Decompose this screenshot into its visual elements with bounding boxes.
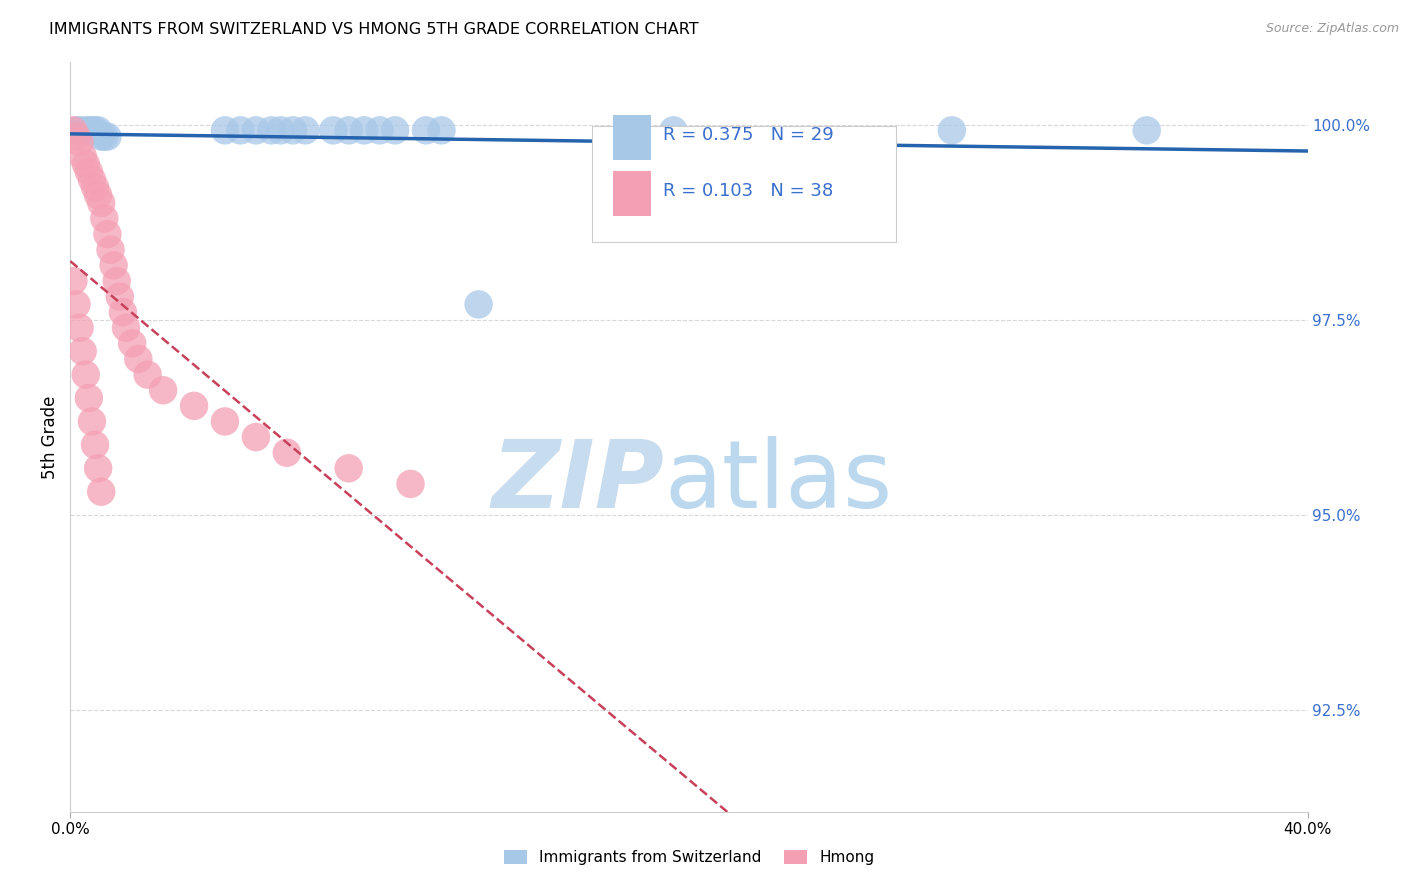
Point — [87, 461, 110, 475]
Point — [214, 415, 236, 429]
Point — [245, 123, 267, 137]
Point — [75, 123, 97, 137]
Point — [69, 321, 91, 335]
FancyBboxPatch shape — [613, 171, 651, 216]
Point — [69, 135, 91, 149]
Point — [281, 123, 304, 137]
Point — [399, 477, 422, 491]
Point — [229, 123, 252, 137]
Point — [111, 305, 134, 319]
Point — [368, 123, 391, 137]
Point — [90, 129, 112, 144]
Point — [72, 344, 94, 359]
Point — [662, 123, 685, 137]
Point — [80, 123, 103, 137]
Point — [337, 461, 360, 475]
Point — [65, 123, 87, 137]
Point — [337, 123, 360, 137]
Point — [136, 368, 159, 382]
Point — [84, 180, 107, 194]
Point — [84, 438, 107, 452]
Point — [93, 211, 115, 226]
Point — [75, 157, 97, 171]
Point — [322, 123, 344, 137]
Point — [152, 384, 174, 398]
Point — [72, 149, 94, 163]
Point — [430, 123, 453, 137]
Point — [65, 297, 87, 311]
FancyBboxPatch shape — [613, 115, 651, 160]
Text: IMMIGRANTS FROM SWITZERLAND VS HMONG 5TH GRADE CORRELATION CHART: IMMIGRANTS FROM SWITZERLAND VS HMONG 5TH… — [49, 22, 699, 37]
Point — [87, 188, 110, 202]
Point — [941, 123, 963, 137]
Point — [1136, 123, 1159, 137]
Y-axis label: 5th Grade: 5th Grade — [41, 395, 59, 479]
Point — [96, 129, 118, 144]
Point — [121, 336, 143, 351]
Point — [384, 123, 406, 137]
Point — [214, 123, 236, 137]
Point — [103, 259, 125, 273]
Point — [62, 123, 84, 137]
Point — [90, 196, 112, 211]
Point — [115, 321, 138, 335]
Legend: Immigrants from Switzerland, Hmong: Immigrants from Switzerland, Hmong — [498, 844, 880, 871]
Point — [245, 430, 267, 444]
Point — [80, 172, 103, 186]
Text: R = 0.103   N = 38: R = 0.103 N = 38 — [664, 182, 834, 201]
Point — [467, 297, 489, 311]
Point — [77, 391, 100, 405]
Text: R = 0.375   N = 29: R = 0.375 N = 29 — [664, 126, 834, 145]
Point — [62, 274, 84, 288]
Text: atlas: atlas — [664, 436, 893, 528]
Point — [183, 399, 205, 413]
Point — [105, 274, 128, 288]
Text: ZIP: ZIP — [491, 436, 664, 528]
Point — [415, 123, 437, 137]
Point — [353, 123, 375, 137]
Point — [100, 243, 122, 257]
Point — [65, 129, 87, 144]
Point — [77, 165, 100, 179]
Point — [75, 368, 97, 382]
Point — [96, 227, 118, 242]
Point — [90, 484, 112, 499]
Point — [77, 123, 100, 137]
Point — [260, 123, 283, 137]
Point — [84, 123, 107, 137]
FancyBboxPatch shape — [592, 126, 896, 243]
Text: Source: ZipAtlas.com: Source: ZipAtlas.com — [1265, 22, 1399, 36]
Point — [80, 415, 103, 429]
Point — [108, 290, 131, 304]
Point — [270, 123, 292, 137]
Point — [294, 123, 316, 137]
Point — [93, 129, 115, 144]
Point — [69, 123, 91, 137]
Point — [87, 123, 110, 137]
Point — [127, 352, 149, 367]
Point — [276, 446, 298, 460]
